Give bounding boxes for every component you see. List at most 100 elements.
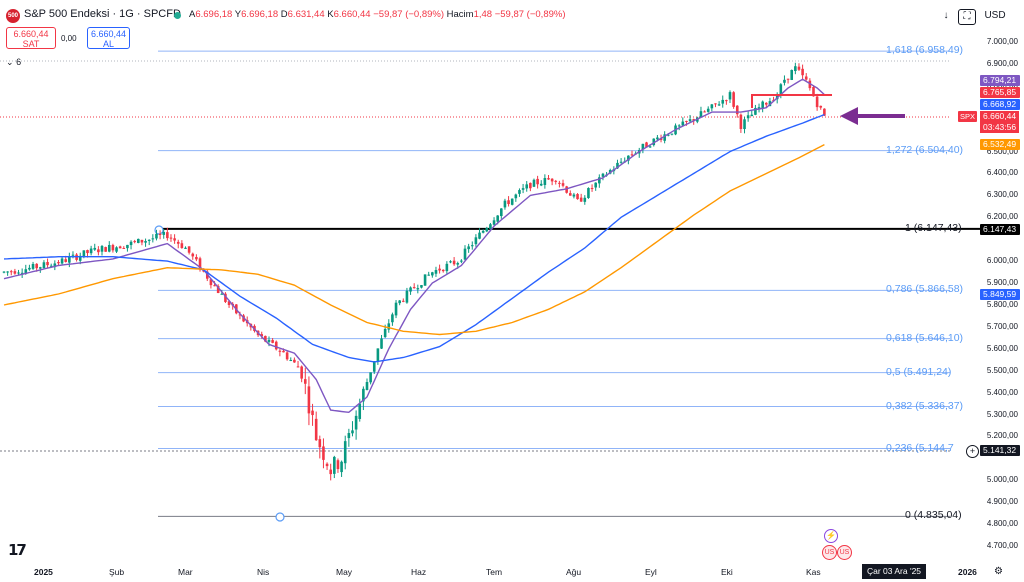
candle-body: [735, 105, 739, 115]
symbol-title[interactable]: S&P 500 Endeksi · 1G · SPCFD: [24, 8, 181, 20]
currency-selector[interactable]: USD: [984, 10, 1006, 21]
price-tag: 6.668,92: [980, 99, 1020, 110]
candle-body: [616, 162, 619, 169]
candle-body: [372, 361, 376, 372]
resistance-line: [751, 94, 832, 108]
candle-body: [220, 293, 224, 295]
candle-body: [467, 246, 470, 250]
candle-body: [627, 155, 630, 161]
candle-body: [402, 300, 405, 302]
fib-level-label: 1,618 (6.958,49): [886, 44, 964, 57]
candle-body: [198, 258, 202, 270]
candle-body: [496, 215, 499, 222]
candle-body: [282, 350, 285, 353]
chart-header: 500 S&P 500 Endeksi · 1G · SPCFD A6.696,…: [0, 0, 1024, 26]
candle-body: [514, 194, 518, 199]
candle-body: [656, 137, 659, 140]
fib-level-label: 0,236 (5.144,7: [886, 441, 954, 454]
candle-body: [28, 267, 31, 270]
candle-body: [6, 271, 9, 273]
time-tick-label: Eyl: [645, 567, 657, 577]
candle-body: [761, 101, 764, 109]
candle-body: [619, 161, 623, 163]
candle-body: [739, 114, 743, 129]
candle-body: [325, 463, 329, 467]
candle-body: [405, 290, 409, 303]
candle-body: [587, 188, 590, 199]
price-tag: 5.141,32: [980, 445, 1020, 456]
candle-body: [129, 241, 133, 246]
candle-body: [391, 314, 394, 323]
candle-body: [438, 268, 441, 271]
candle-body: [195, 257, 198, 260]
candle-body: [699, 111, 703, 118]
candle-body: [434, 270, 438, 274]
candle-body: [598, 177, 601, 184]
indicators-toggle[interactable]: ⌄ 6: [6, 57, 22, 67]
fib-level-label: 0,786 (5.866,58): [886, 283, 964, 296]
candle-body: [35, 263, 38, 269]
candle-body: [137, 238, 140, 243]
candle-body: [314, 418, 318, 441]
candle-body: [169, 237, 173, 239]
candle-body: [78, 255, 82, 261]
price-tick-label: 5.300,00: [986, 409, 1018, 419]
flash-icon[interactable]: ⚡: [824, 529, 838, 543]
candle-body: [801, 68, 804, 76]
candle-body: [431, 272, 434, 276]
candle-body: [82, 250, 86, 257]
candle-body: [692, 119, 695, 121]
candle-body: [463, 248, 467, 260]
candle-body: [216, 286, 220, 293]
buy-button[interactable]: 6.660,44 AL: [87, 27, 130, 49]
candle-body: [2, 271, 6, 273]
candle-body: [362, 388, 365, 402]
screenshot-icon[interactable]: ⛶: [958, 9, 976, 25]
download-icon[interactable]: ↓: [943, 10, 949, 21]
symbol-logo-icon[interactable]: 500: [6, 9, 20, 23]
us-flag-icon[interactable]: US: [837, 545, 852, 560]
candle-body: [685, 120, 688, 122]
price-tick-label: 5.900,00: [986, 278, 1018, 288]
candle-body: [155, 233, 158, 239]
candle-body: [783, 79, 786, 83]
candle-body: [289, 360, 293, 362]
tradingview-logo-icon[interactable]: 𝟭𝟳: [8, 542, 27, 559]
candle-body: [173, 238, 176, 241]
candle-body: [819, 105, 823, 108]
candle-body: [663, 134, 666, 141]
candle-body: [9, 271, 13, 273]
candle-body: [60, 258, 64, 264]
fib-level-label: 1,272 (6.504,40): [886, 143, 964, 156]
candle-body: [532, 179, 536, 187]
candle-body: [717, 104, 721, 106]
candle-body: [754, 107, 757, 115]
candle-body: [46, 261, 49, 266]
time-tick-label: Tem: [486, 567, 503, 577]
time-tick-label: May: [336, 567, 353, 577]
candle-body: [293, 359, 296, 363]
spread-value: 0,00: [61, 34, 77, 43]
price-tick-label: 5.200,00: [986, 431, 1018, 441]
candle-body: [318, 439, 322, 448]
price-tag: 6.765,85: [980, 87, 1020, 98]
candle-body: [24, 269, 28, 274]
candle-body: [224, 293, 227, 302]
price-tick-label: 5.400,00: [986, 387, 1018, 397]
market-open-icon: [174, 12, 181, 19]
fibonacci-retracement: [0, 50, 1020, 522]
candle-body: [714, 103, 717, 105]
candle-body: [725, 100, 728, 102]
candle-body: [184, 247, 187, 249]
add-alert-icon[interactable]: +: [966, 445, 979, 458]
settings-icon[interactable]: ⚙: [994, 566, 1003, 577]
candle-body: [790, 69, 794, 80]
current-price-tag: 6.660,44 03:43:56: [980, 111, 1019, 133]
price-tick-label: 6.000,00: [986, 256, 1018, 266]
price-tick-label: 4.700,00: [986, 541, 1018, 550]
candle-body: [144, 241, 147, 243]
us-flag-icon[interactable]: US: [822, 545, 837, 560]
sell-button[interactable]: 6.660,44 SAT: [6, 27, 56, 49]
time-tick-label: Haz: [411, 567, 427, 577]
